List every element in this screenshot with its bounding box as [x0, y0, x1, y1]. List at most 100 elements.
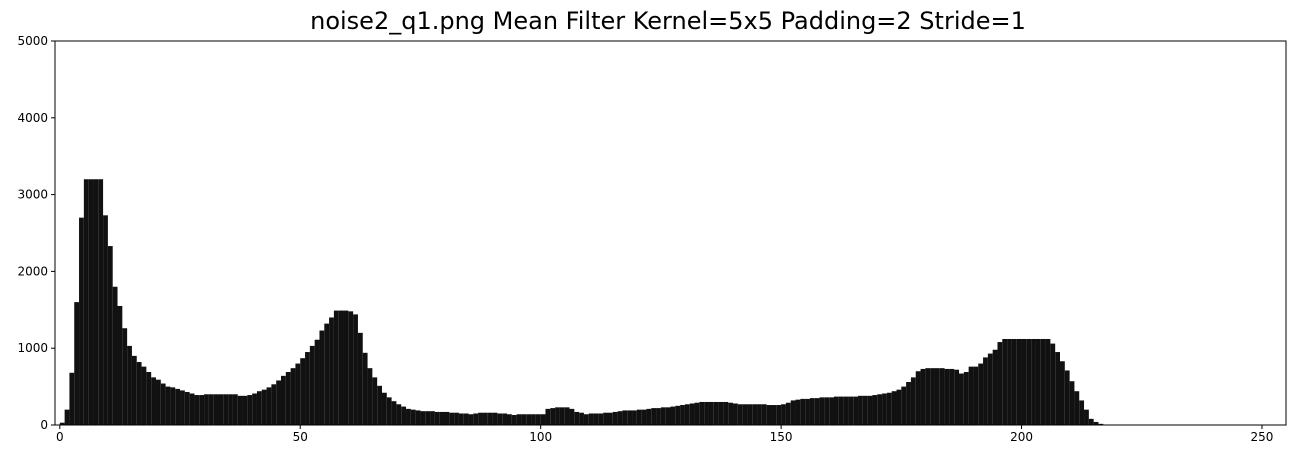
- bar: [180, 390, 185, 425]
- y-tick-label: 4000: [17, 111, 48, 125]
- bar: [223, 394, 229, 425]
- bar: [627, 410, 633, 425]
- bar: [684, 404, 690, 425]
- bar: [1026, 338, 1032, 425]
- bar: [713, 401, 719, 425]
- bar: [478, 412, 483, 425]
- bar: [785, 402, 791, 425]
- bar: [468, 414, 474, 425]
- bar: [314, 339, 320, 425]
- bar: [747, 404, 753, 425]
- bar: [598, 413, 604, 425]
- bar: [218, 394, 224, 425]
- bar: [204, 394, 209, 425]
- bar: [766, 405, 772, 425]
- bar: [305, 352, 310, 425]
- bar: [131, 355, 137, 425]
- x-tick-label: 0: [56, 430, 64, 444]
- bar: [237, 395, 243, 425]
- bar: [872, 395, 878, 425]
- bar: [761, 404, 767, 425]
- bar: [463, 413, 469, 425]
- bar: [1079, 400, 1085, 425]
- bar: [434, 411, 440, 425]
- bar: [665, 407, 671, 425]
- bar: [651, 408, 657, 425]
- bar: [1035, 338, 1041, 425]
- bar: [959, 373, 964, 425]
- bar: [588, 413, 594, 425]
- bar: [151, 377, 156, 425]
- bar: [1031, 338, 1036, 425]
- bar: [1002, 338, 1008, 425]
- bar: [1007, 338, 1012, 425]
- bar: [997, 342, 1003, 425]
- bar: [555, 407, 560, 425]
- bar: [848, 396, 854, 425]
- bar: [386, 397, 392, 425]
- bar: [809, 398, 815, 425]
- bar: [540, 414, 546, 425]
- bar: [737, 404, 743, 425]
- bar: [603, 412, 608, 425]
- bar: [992, 349, 998, 425]
- y-tick-label: 1000: [17, 341, 48, 355]
- bar: [160, 383, 166, 425]
- bar: [141, 366, 147, 425]
- bar: [261, 389, 267, 425]
- bar: [862, 395, 868, 425]
- bar: [1016, 338, 1022, 425]
- bar: [74, 302, 80, 425]
- bar: [805, 398, 810, 425]
- bar: [362, 352, 368, 425]
- bar: [910, 377, 916, 425]
- bar: [377, 385, 382, 425]
- bar: [112, 286, 118, 425]
- bar: [930, 368, 935, 425]
- bar: [800, 398, 806, 425]
- bar: [814, 398, 820, 425]
- bar: [891, 391, 897, 425]
- bar: [882, 393, 887, 425]
- bar: [444, 411, 450, 425]
- bar: [208, 394, 214, 425]
- x-tick-label: 100: [529, 430, 552, 444]
- bar: [309, 345, 315, 425]
- bar: [583, 414, 589, 425]
- bar: [98, 179, 104, 425]
- y-tick-label: 0: [40, 418, 48, 432]
- x-tick-label: 50: [293, 430, 308, 444]
- bar: [622, 410, 628, 425]
- x-tick-label: 150: [770, 430, 793, 444]
- bar: [853, 396, 859, 425]
- bar: [79, 217, 84, 425]
- bar: [526, 414, 532, 425]
- bar: [699, 401, 705, 425]
- bar: [963, 372, 969, 425]
- bar: [338, 310, 344, 425]
- bar: [660, 407, 666, 425]
- bar: [242, 395, 248, 425]
- bar: [641, 409, 647, 425]
- bar: [708, 401, 714, 425]
- bar: [617, 411, 623, 425]
- bar: [521, 414, 527, 425]
- bar: [406, 408, 411, 425]
- bar: [247, 395, 253, 425]
- bar: [266, 387, 272, 425]
- bar: [983, 357, 988, 425]
- bar: [915, 371, 921, 425]
- x-tick-label: 200: [1010, 430, 1033, 444]
- bar: [1098, 423, 1104, 425]
- bar: [632, 410, 637, 425]
- bar: [348, 311, 354, 425]
- bar: [381, 392, 387, 425]
- bar: [776, 405, 782, 425]
- bar: [939, 368, 945, 425]
- bar: [1093, 421, 1099, 425]
- bar: [175, 388, 181, 425]
- bar: [93, 179, 99, 425]
- bar: [155, 379, 161, 425]
